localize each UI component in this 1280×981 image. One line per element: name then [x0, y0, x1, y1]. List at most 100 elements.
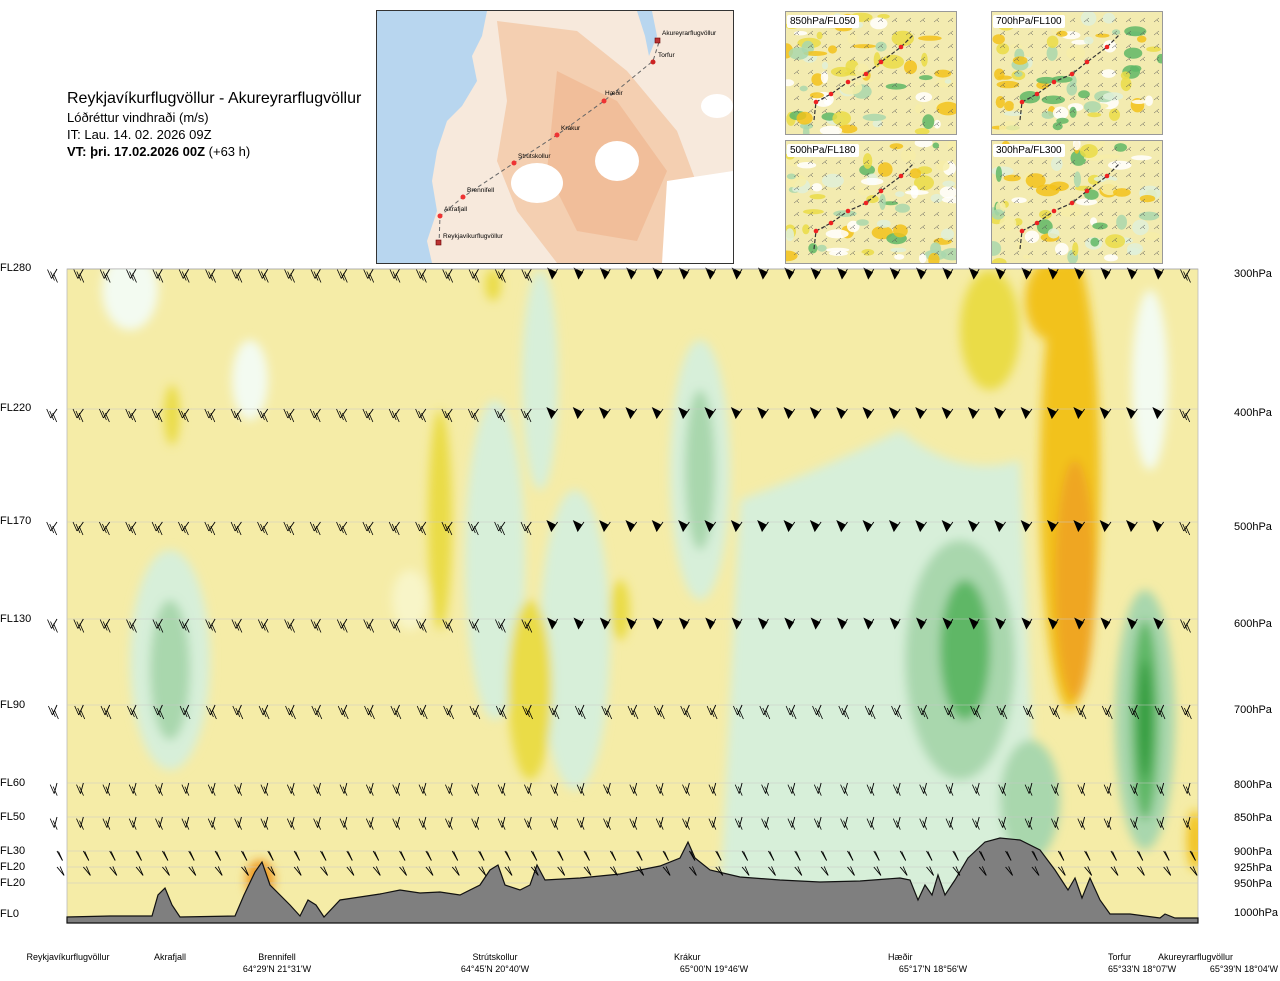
wind-barb: [785, 704, 797, 720]
hpa-label: 1000hPa: [1234, 907, 1279, 919]
wind-barb: [820, 850, 827, 861]
wind-barb: [926, 850, 933, 861]
wind-barb: [76, 782, 84, 796]
wind-barb: [573, 617, 585, 630]
wind-barb: [708, 782, 717, 796]
wind-barb: [1049, 704, 1060, 720]
chart-subtitle: Lóðréttur vindhraði (m/s): [67, 110, 209, 125]
wind-barb: [495, 268, 506, 283]
wind-barb: [372, 850, 380, 861]
mini-map-850: 850hPa/FL050: [785, 11, 957, 135]
wind-barb: [286, 816, 295, 830]
location-name: Brennifell: [258, 952, 296, 962]
wind-barb: [257, 268, 269, 283]
location-haedir: Hæðir 65°17'N 18°56'W: [888, 951, 978, 975]
wind-barb: [1153, 267, 1165, 280]
wind-barb: [260, 782, 269, 796]
wind-barb: [1136, 866, 1145, 876]
wind-barb: [234, 816, 242, 830]
wind-barb: [1031, 850, 1038, 861]
map-label-haedir: Hæðir: [605, 89, 624, 97]
wind-barb: [293, 866, 302, 876]
wind-barb: [941, 519, 954, 533]
map-label-krakur: Krákur: [561, 125, 581, 132]
wind-barb: [418, 816, 427, 830]
wind-barb: [836, 406, 848, 420]
wind-barb: [889, 267, 901, 280]
wind-barb: [155, 816, 163, 830]
issue-time: IT: Lau. 14. 02. 2026 09Z: [67, 127, 212, 142]
wind-barb: [706, 704, 718, 720]
wind-barb: [847, 866, 855, 876]
mini-map-label: 300hPa/FL300: [993, 144, 1065, 157]
wind-barb: [425, 866, 434, 876]
wind-barb: [230, 408, 242, 423]
location-coord: 65°39'N 18°04'W: [1209, 964, 1278, 974]
wind-barb: [152, 268, 164, 283]
wind-barb: [1136, 850, 1144, 861]
wind-barb: [952, 850, 959, 861]
wind-barb: [651, 519, 664, 533]
wind-barb: [680, 704, 692, 720]
wind-barb: [1047, 267, 1059, 280]
wind-barb: [784, 617, 796, 630]
wind-barb: [153, 704, 165, 720]
wind-barb: [520, 408, 532, 423]
location-coord: 64°29'N 21°31'W: [242, 964, 312, 974]
wind-barb: [688, 850, 696, 861]
wind-barb: [1022, 704, 1034, 720]
wind-barb: [1021, 267, 1033, 280]
map-label-akrafjall: Akrafjall: [444, 206, 468, 213]
wind-barb: [127, 704, 138, 720]
wind-barb: [47, 268, 58, 283]
wind-barb: [1110, 866, 1119, 876]
wind-barb: [126, 618, 137, 633]
hpa-label: 850hPa: [1234, 812, 1272, 824]
wind-speed-field: [102, 269, 1198, 900]
wind-barb: [546, 519, 558, 533]
wind-barb: [389, 268, 401, 283]
wind-barb: [125, 521, 137, 536]
wind-barb: [283, 521, 295, 536]
wind-barb: [1099, 406, 1112, 420]
wind-barb: [757, 406, 769, 420]
wind-barb: [1179, 408, 1191, 423]
wind-barb: [837, 267, 848, 280]
wind-barb: [599, 406, 611, 420]
wind-barb: [651, 406, 664, 420]
hpa-label: 500hPa: [1234, 521, 1272, 533]
wind-barb: [603, 816, 611, 830]
location-krakur: Krákur 65°00'N 19°46'W: [669, 951, 759, 975]
wind-barb: [942, 617, 954, 630]
wind-barb: [109, 850, 116, 861]
wind-barb: [1024, 816, 1033, 830]
wind-barb: [1180, 618, 1191, 633]
wind-barb: [530, 866, 539, 876]
wind-barb: [151, 408, 163, 423]
wind-barb: [863, 617, 875, 630]
wind-barb: [76, 816, 84, 830]
wind-barb: [336, 618, 348, 633]
wind-barb: [284, 618, 295, 633]
wind-barb: [889, 617, 901, 630]
wind-barb: [178, 618, 190, 633]
valid-time-line: VT: þri. 17.02.2026 00Z (+63 h): [67, 143, 361, 160]
wind-barb: [654, 704, 665, 720]
wind-barb: [310, 618, 322, 633]
wind-barb: [574, 704, 586, 720]
wind-barb: [761, 782, 769, 796]
wind-barb: [320, 866, 328, 876]
wind-barb: [162, 866, 170, 876]
wind-barb: [1100, 267, 1112, 280]
wind-barb: [1163, 866, 1172, 876]
wind-barb: [257, 521, 269, 536]
mini-map-graphic: [786, 141, 956, 263]
wind-barb: [704, 519, 717, 533]
wind-barb: [783, 519, 796, 533]
wind-barb: [1046, 519, 1059, 533]
valid-time: VT: þri. 17.02.2026 00Z: [67, 144, 206, 159]
wind-barb: [916, 267, 927, 280]
wind-barb: [820, 866, 829, 876]
wind-barb: [915, 406, 927, 420]
wind-barb: [230, 521, 242, 536]
